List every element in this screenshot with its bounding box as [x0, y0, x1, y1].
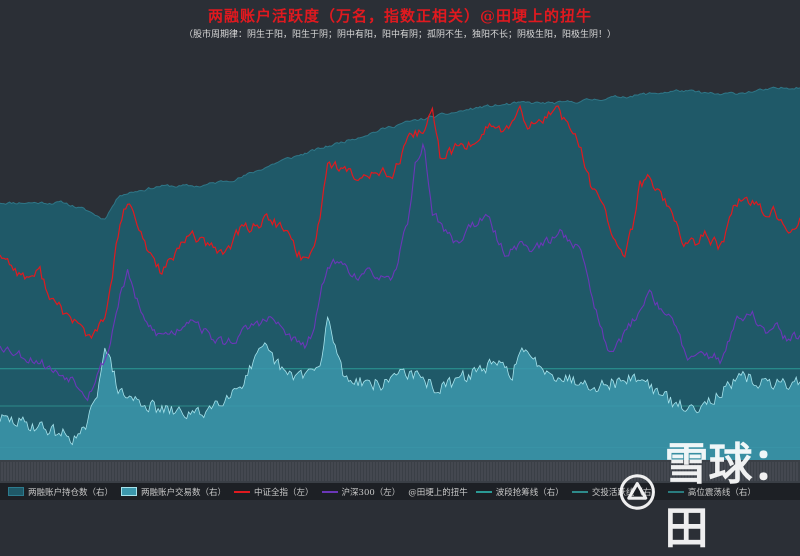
legend-label-author: @田埂上的扭牛: [408, 486, 468, 498]
legend-label-hs300: 沪深300（左）: [342, 486, 401, 498]
chart-figure: 两融账户活跃度（万名，指数正相关）@田埂上的扭牛 （股市周期律：阴生于阳，阳生于…: [0, 0, 800, 500]
legend-item-band-line[interactable]: 波段抢筹线（右）: [476, 486, 564, 498]
legend-swatch-hs300: [322, 491, 338, 493]
chart-canvas: [0, 0, 800, 500]
legend-item-hs300[interactable]: 沪深300（左）: [322, 486, 401, 498]
chart-subtitle: （股市周期律：阴生于阳，阳生于阴；阴中有阳，阳中有阴；孤阴不生，独阳不长；阴极生…: [0, 27, 800, 40]
watermark: 雪球：田: [618, 428, 800, 556]
legend-swatch-band-line: [476, 491, 492, 493]
legend-item-holding[interactable]: 两融账户持仓数（右）: [8, 486, 113, 498]
chart-title: 两融账户活跃度（万名，指数正相关）@田埂上的扭牛: [0, 5, 800, 26]
legend-label-trading: 两融账户交易数（右）: [141, 486, 226, 498]
legend-item-csi-all[interactable]: 中证全指（左）: [234, 486, 314, 498]
legend-swatch-csi-all: [234, 491, 250, 493]
legend-swatch-trading: [121, 487, 137, 496]
snowball-logo-icon: [618, 467, 657, 517]
legend-item-author[interactable]: @田埂上的扭牛: [408, 486, 468, 498]
legend-label-csi-all: 中证全指（左）: [254, 486, 314, 498]
legend-swatch-holding: [8, 487, 24, 496]
watermark-text: 雪球：田: [665, 428, 800, 556]
legend-item-trading[interactable]: 两融账户交易数（右）: [121, 486, 226, 498]
legend-swatch-active-line: [572, 491, 588, 493]
legend-label-band-line: 波段抢筹线（右）: [496, 486, 564, 498]
legend-label-holding: 两融账户持仓数（右）: [28, 486, 113, 498]
